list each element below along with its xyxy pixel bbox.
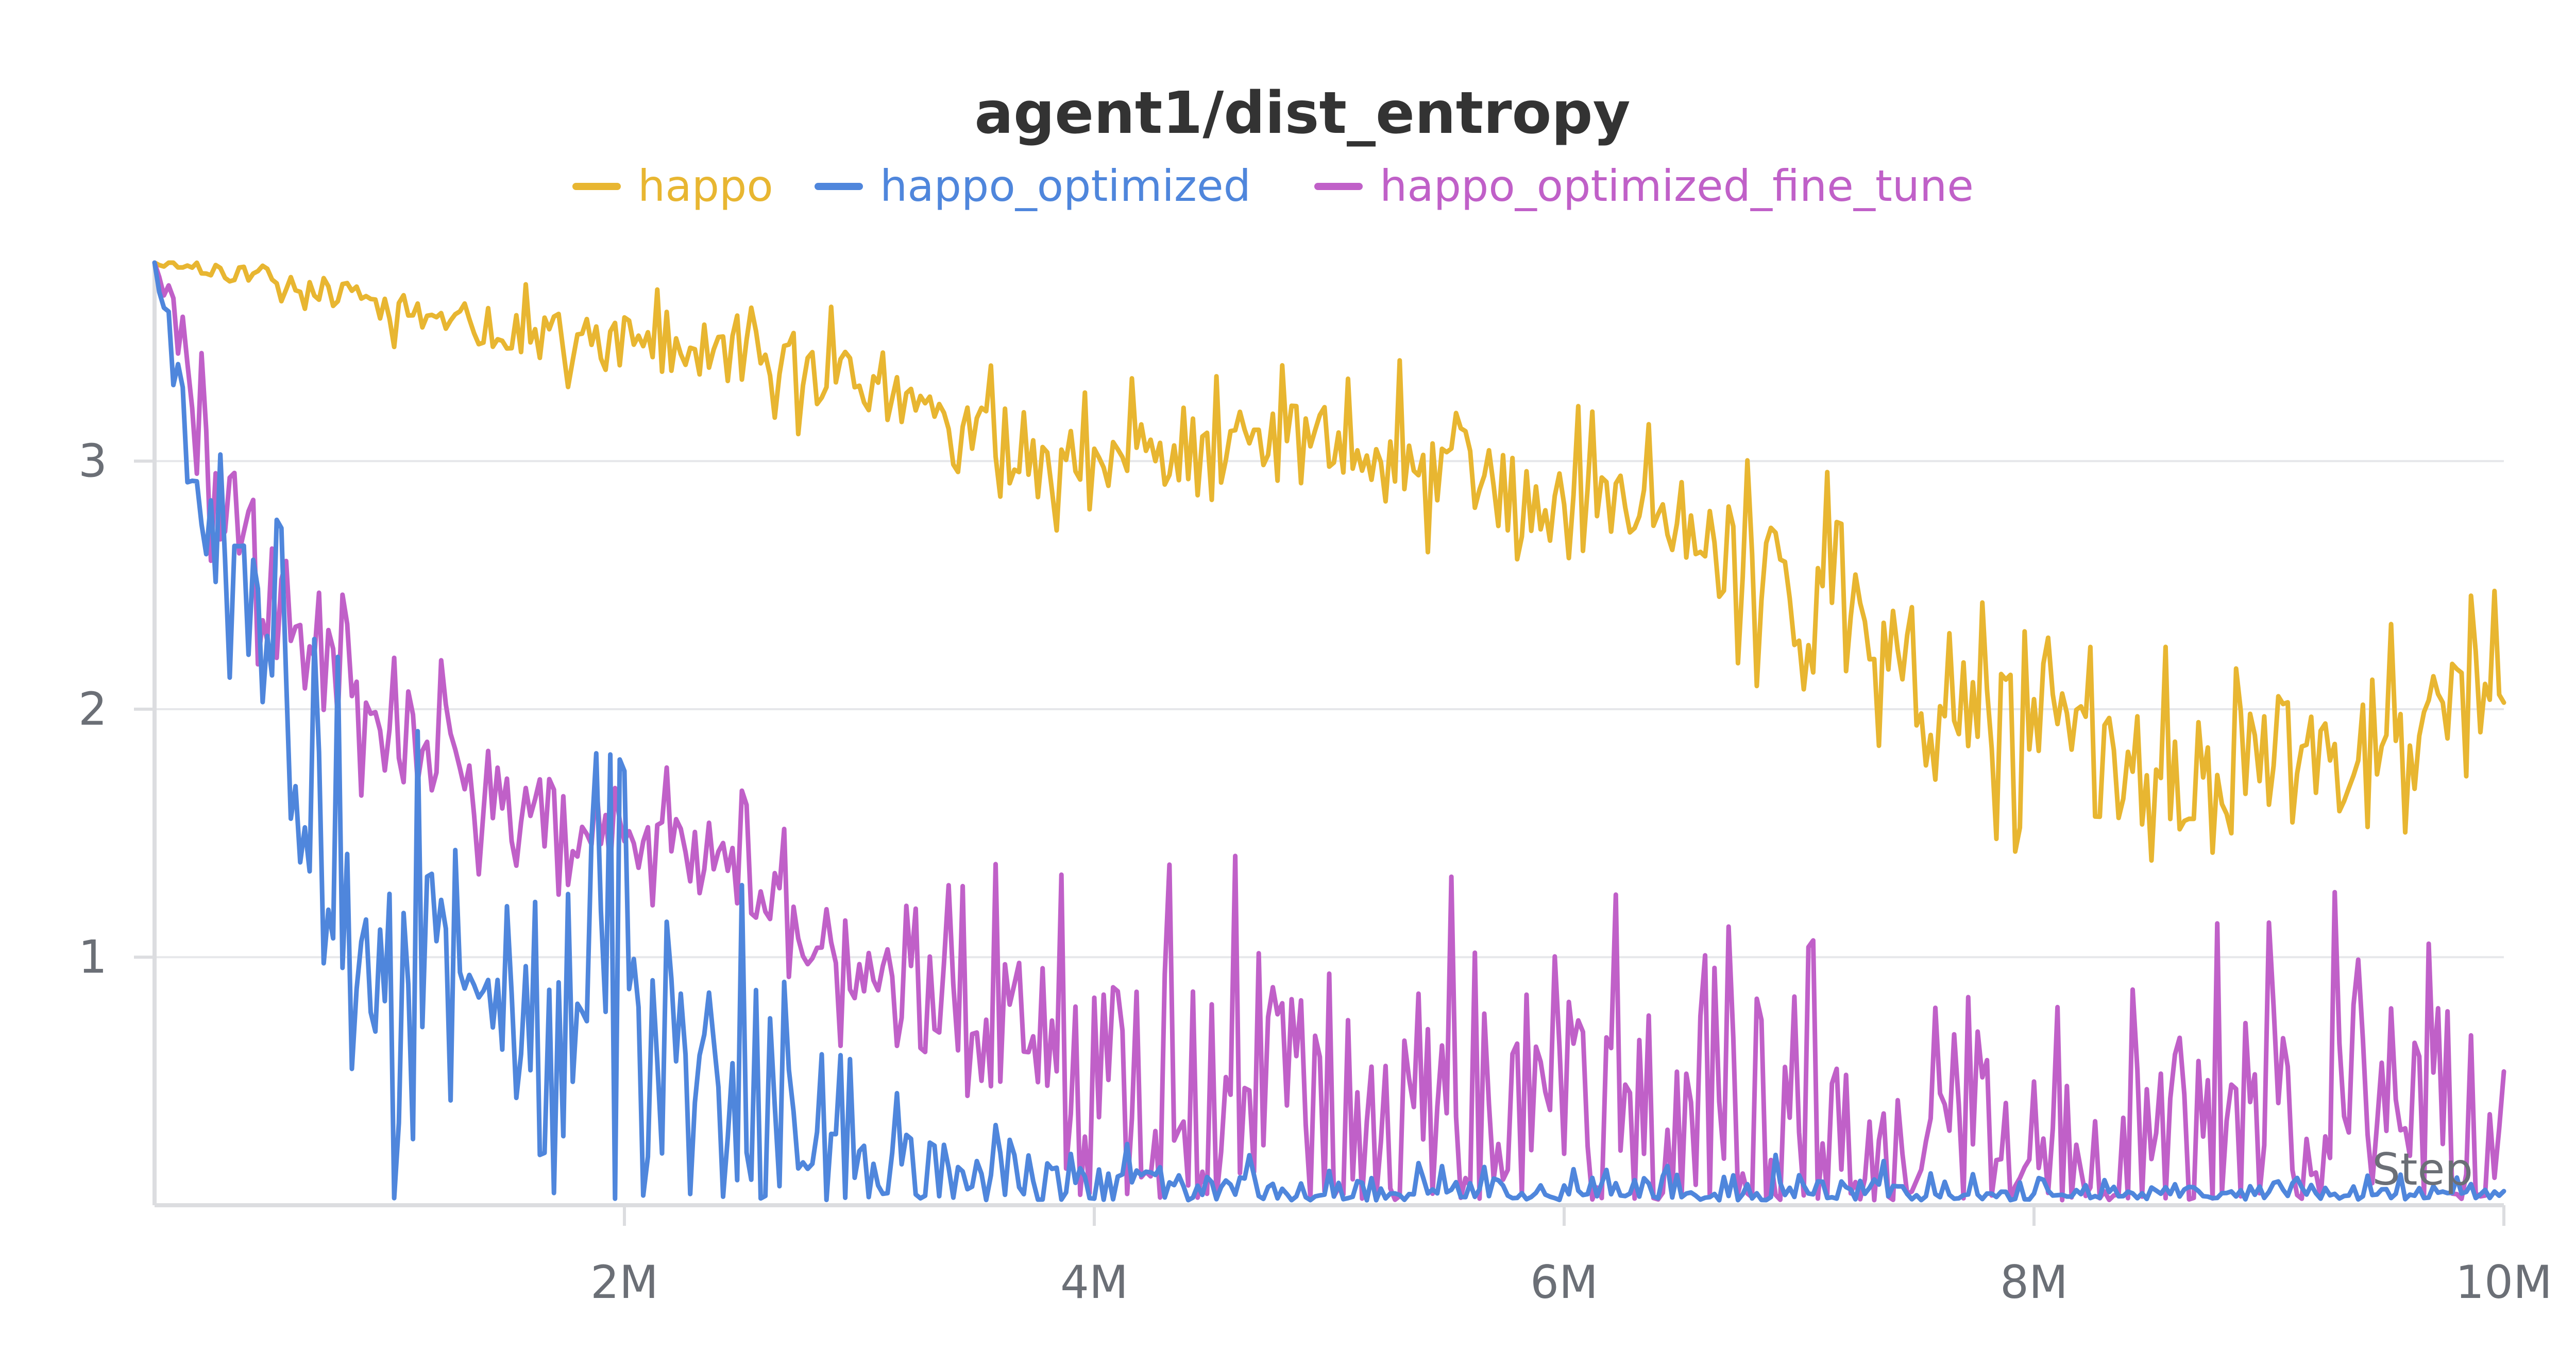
legend-label: happo xyxy=(638,161,773,211)
legend-label: happo_optimized xyxy=(880,161,1251,211)
x-tick-label: 2M xyxy=(590,1256,658,1309)
x-tick-label: 8M xyxy=(2000,1256,2068,1309)
legend-item-happo-optimized-fine-tune[interactable]: happo_optimized_fine_tune xyxy=(1314,161,1974,211)
y-tick-label: 2 xyxy=(78,682,107,736)
x-tick-label: 10M xyxy=(2455,1256,2552,1309)
legend-item-happo-optimized[interactable]: happo_optimized xyxy=(815,161,1251,211)
series-layer xyxy=(152,260,2506,1203)
chart-title: agent1/dist_entropy xyxy=(974,80,1630,147)
y-tick-label: 1 xyxy=(78,930,107,983)
x-tick-labels: 2M 4M 6M 8M 10M xyxy=(590,1205,2552,1309)
legend-item-happo[interactable]: happo xyxy=(572,161,773,211)
x-axis-label: Step xyxy=(2372,1144,2473,1195)
y-tick-labels: 1 2 3 xyxy=(78,434,155,983)
y-tick-label: 3 xyxy=(78,434,107,487)
legend-label: happo_optimized_fine_tune xyxy=(1380,161,1974,211)
series-line-happo-optimized xyxy=(152,260,2506,1203)
x-tick-label: 6M xyxy=(1530,1256,1598,1309)
series-line-happo-optimized-fine-tune xyxy=(152,260,2506,1203)
legend: happo happo_optimized happo_optimized_fine… xyxy=(572,161,1974,211)
series-line-happo xyxy=(152,260,2506,863)
axes xyxy=(152,263,2504,1207)
grid-lines xyxy=(155,460,2504,959)
x-tick-label: 4M xyxy=(1060,1256,1128,1309)
